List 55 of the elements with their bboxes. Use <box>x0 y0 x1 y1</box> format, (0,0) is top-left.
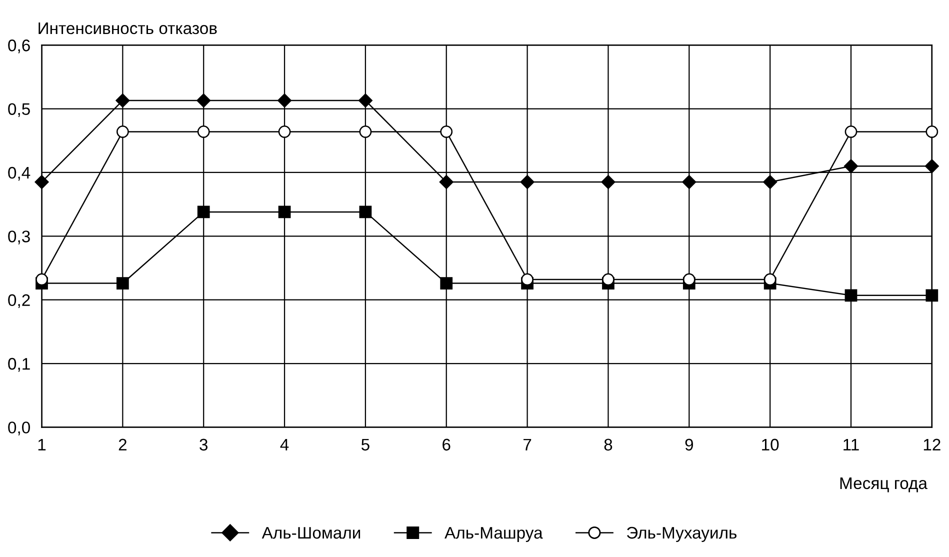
y-tick-label: 0,0 <box>8 422 30 436</box>
x-tick-label: 10 <box>762 438 779 451</box>
y-tick-label: 0,2 <box>8 294 30 308</box>
point <box>34 175 49 190</box>
point <box>844 126 858 138</box>
point <box>764 273 776 286</box>
y-axis-title: Интенсивность отказов <box>38 22 217 34</box>
point <box>601 175 616 190</box>
x-tick-label: 6 <box>442 438 450 451</box>
y-tick-label: 0,6 <box>8 40 30 54</box>
point <box>440 277 453 290</box>
x-tick-label: 4 <box>280 438 289 450</box>
x-tick-label: 9 <box>685 438 693 451</box>
x-tick-label: 1 <box>38 438 46 450</box>
point <box>196 94 211 108</box>
legend-label: Эль-Мухауиль <box>626 526 737 542</box>
point <box>682 273 696 286</box>
point <box>36 273 48 286</box>
x-tick-label: 8 <box>604 438 612 451</box>
x-tick-label: 3 <box>200 438 208 451</box>
point <box>440 126 453 138</box>
y-tick-label: 0,1 <box>8 358 30 372</box>
point <box>278 94 292 108</box>
point <box>682 175 696 190</box>
point <box>844 159 858 174</box>
x-axis-title: Месяц года <box>840 478 928 492</box>
point <box>359 126 372 138</box>
point <box>844 289 858 302</box>
point <box>602 273 614 286</box>
x-tick-label: 11 <box>844 438 859 450</box>
y-tick-label: 0,3 <box>8 230 30 244</box>
point <box>197 126 210 138</box>
legend-label: Аль-Машруа <box>444 527 543 542</box>
y-tick-label: 0,4 <box>8 166 30 181</box>
point <box>521 273 534 286</box>
point <box>197 206 210 218</box>
point <box>358 94 372 108</box>
point <box>359 206 372 218</box>
point <box>926 289 938 302</box>
point <box>278 126 291 138</box>
x-tick-label: 5 <box>361 438 370 451</box>
point <box>520 175 534 190</box>
point <box>116 277 129 290</box>
x-tick-label: 2 <box>118 438 126 450</box>
point <box>116 126 129 138</box>
legend-label: Аль-Шомали <box>262 527 360 539</box>
point <box>278 206 291 218</box>
point <box>763 175 778 190</box>
point <box>439 175 454 190</box>
point <box>926 126 938 138</box>
x-tick-label: 12 <box>924 438 940 450</box>
point <box>116 94 130 108</box>
y-tick-label: 0,5 <box>8 103 30 117</box>
x-tick-label: 7 <box>524 438 532 450</box>
point <box>924 159 939 174</box>
